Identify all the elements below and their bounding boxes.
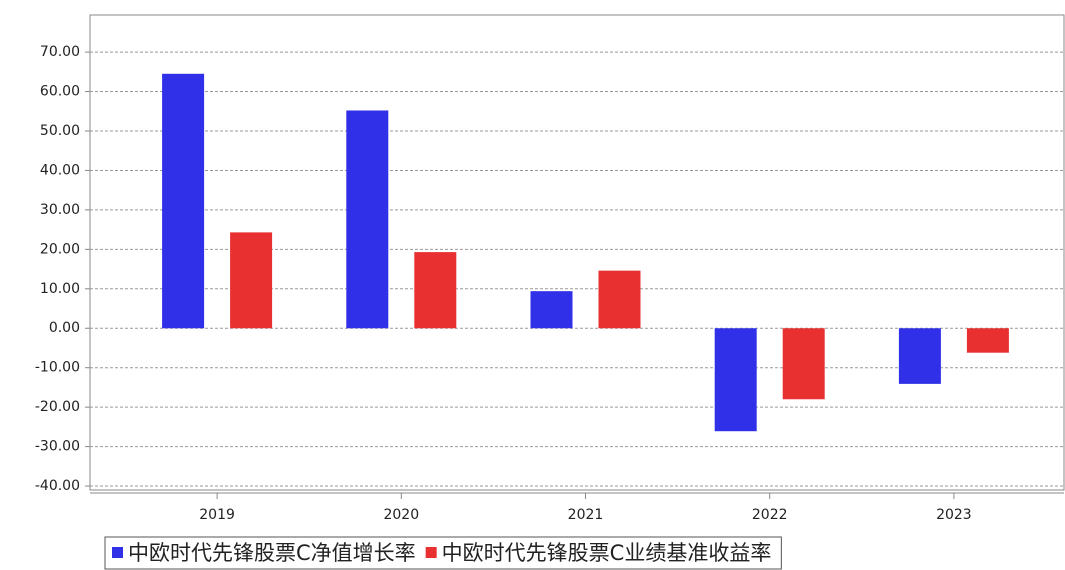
x-tick-label: 2023 xyxy=(936,507,972,523)
plot-frame xyxy=(89,14,1065,491)
y-tick-label: -40.00 xyxy=(35,478,80,494)
bar xyxy=(966,328,1009,353)
legend-swatch xyxy=(112,547,123,558)
x-tick-label: 2019 xyxy=(199,507,235,523)
x-tick-label: 2020 xyxy=(383,507,419,523)
y-tick-label: 30.00 xyxy=(40,202,80,218)
y-tick-label: 60.00 xyxy=(40,84,80,100)
bar xyxy=(598,270,641,329)
y-tick-label: -30.00 xyxy=(35,439,80,455)
legend-label: 中欧时代先锋股票C净值增长率 xyxy=(128,541,416,565)
y-tick-label: 20.00 xyxy=(40,241,80,257)
bar xyxy=(346,110,389,329)
bar xyxy=(782,328,825,400)
bar xyxy=(230,232,273,329)
x-tick-label: 2021 xyxy=(568,507,604,523)
y-tick-label: 50.00 xyxy=(40,123,80,139)
bar xyxy=(530,291,573,329)
legend-box xyxy=(104,536,782,570)
bar xyxy=(714,328,757,432)
legend-label: 中欧时代先锋股票C业绩基准收益率 xyxy=(442,541,772,565)
bar xyxy=(414,252,457,329)
x-tick-label: 2022 xyxy=(752,507,788,523)
y-tick-label: 40.00 xyxy=(40,162,80,178)
y-tick-label: 0.00 xyxy=(49,320,80,336)
y-tick-label: 10.00 xyxy=(40,281,80,297)
y-tick-label: -10.00 xyxy=(35,360,80,376)
bar xyxy=(898,328,941,384)
y-tick-label: 70.00 xyxy=(40,44,80,60)
y-tick-label: -20.00 xyxy=(35,399,80,415)
bar xyxy=(162,73,205,329)
legend-swatch xyxy=(425,547,437,558)
